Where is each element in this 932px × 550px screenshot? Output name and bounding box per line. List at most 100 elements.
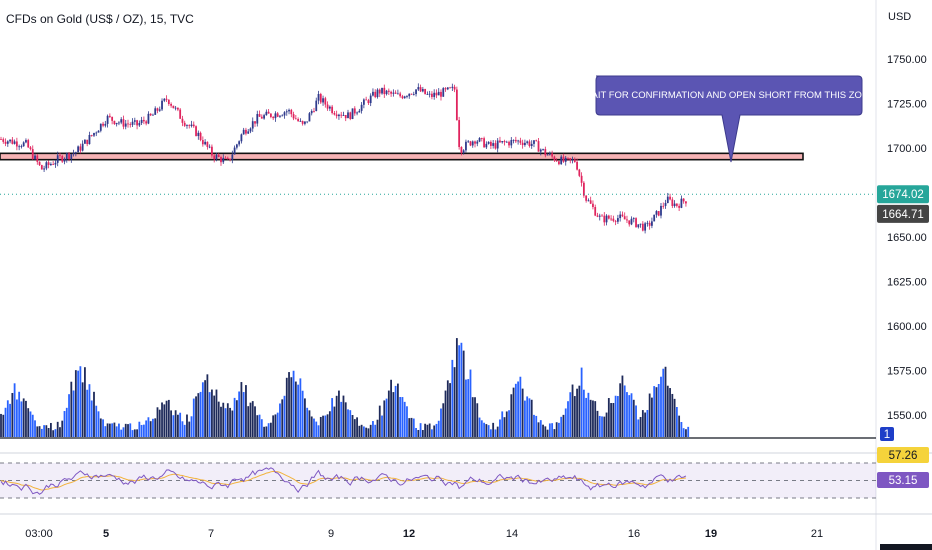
candle-body — [360, 104, 363, 111]
time-tick-label: 14 — [506, 528, 518, 540]
candle-body — [494, 143, 497, 149]
price-tick-label: 1625.00 — [887, 277, 927, 289]
candle-body — [297, 118, 300, 122]
candle-body — [607, 215, 610, 219]
time-tick-label: 16 — [628, 528, 640, 540]
candle-body — [81, 143, 84, 151]
price-tick-label: 1700.00 — [887, 143, 927, 155]
candle-body — [18, 146, 21, 148]
candle-body — [188, 125, 191, 126]
candle-body — [290, 109, 293, 115]
candle-body — [310, 111, 313, 114]
volume-bar — [72, 390, 75, 437]
candle-body — [131, 121, 134, 125]
candle-body — [478, 138, 481, 142]
volume-bar — [680, 422, 683, 437]
candle-body — [616, 218, 619, 222]
candle-body — [136, 120, 138, 126]
candle-body — [415, 89, 417, 95]
volume-bar — [2, 414, 5, 437]
candle-body — [22, 142, 25, 147]
candle-body — [224, 157, 227, 159]
volume-bar — [47, 428, 50, 437]
annotation-callout[interactable]: WAIT FOR CONFIRMATION AND OPEN SHORT FRO… — [583, 75, 875, 163]
candle-body — [317, 94, 320, 101]
candle-body — [111, 116, 114, 121]
rsi-line — [0, 467, 687, 495]
candle-body — [580, 175, 583, 183]
candle-body — [592, 203, 594, 208]
candle-body — [546, 154, 549, 156]
candle-body — [671, 199, 674, 206]
candle-body — [594, 207, 597, 216]
volume-bar — [242, 392, 245, 437]
time-tick-label: 9 — [328, 528, 334, 540]
volume-bar — [90, 400, 93, 437]
volume-bar — [281, 399, 284, 437]
volume-bar — [437, 420, 440, 437]
volume-bar — [598, 415, 601, 437]
volume-bar — [104, 426, 107, 437]
candle-body — [567, 157, 569, 159]
volume-bar — [467, 379, 470, 437]
volume-bar — [553, 429, 556, 437]
rsi-ma-badge-bg — [877, 447, 929, 463]
candle-body — [206, 141, 209, 147]
candle-body — [127, 123, 129, 125]
volume-bar — [122, 427, 125, 437]
candle-body — [356, 112, 358, 114]
candle-body — [165, 98, 168, 100]
volume-bar — [385, 398, 388, 437]
candle-body — [331, 106, 334, 114]
volume-bar — [292, 370, 295, 437]
volume-bar — [403, 401, 406, 437]
resistance-zone-rect — [0, 152, 804, 161]
price-tick-label: 1750.00 — [887, 54, 927, 66]
candle-body — [97, 130, 100, 133]
candle-body — [573, 159, 576, 162]
annotation-bubble[interactable] — [595, 75, 863, 163]
candle-body — [43, 168, 45, 170]
volume-bar — [84, 367, 86, 437]
candle-body — [526, 141, 529, 143]
volume-bar — [537, 422, 540, 437]
candle-body — [167, 99, 170, 104]
volume-bar — [555, 422, 558, 437]
volume-bar — [521, 388, 524, 437]
candle-body — [499, 140, 501, 143]
volume-bar — [254, 406, 256, 437]
volume-bar — [152, 418, 154, 437]
volume-bar — [9, 403, 11, 437]
volume-bar — [458, 345, 461, 437]
volume-bar — [70, 381, 73, 437]
candle-body — [660, 205, 662, 216]
candle-body — [424, 89, 427, 95]
candle-body — [492, 143, 495, 146]
volume-bar — [614, 395, 617, 437]
volume-bar — [347, 409, 349, 437]
candle-body — [664, 202, 667, 206]
candle-body — [512, 139, 515, 141]
candle-body — [644, 223, 647, 231]
candle-body — [90, 134, 93, 136]
volume-bar — [517, 381, 520, 437]
candle-body — [181, 118, 184, 123]
candle-body — [383, 87, 386, 95]
candle-body — [630, 218, 633, 225]
candle-body — [410, 93, 413, 95]
candle-body — [544, 149, 547, 156]
volume-bar — [22, 398, 25, 437]
volume-bar — [657, 383, 660, 437]
volume-bar — [256, 415, 259, 437]
volume-bar — [145, 420, 148, 437]
volume-bar — [478, 417, 481, 437]
candle-body — [682, 198, 685, 202]
candle-body — [369, 95, 372, 104]
resistance-zone[interactable] — [0, 152, 804, 161]
volume-bar — [269, 422, 272, 437]
volume-bar — [671, 393, 674, 437]
candle-body — [632, 218, 635, 219]
volume-bar — [86, 389, 89, 437]
volume-bar — [514, 383, 517, 437]
